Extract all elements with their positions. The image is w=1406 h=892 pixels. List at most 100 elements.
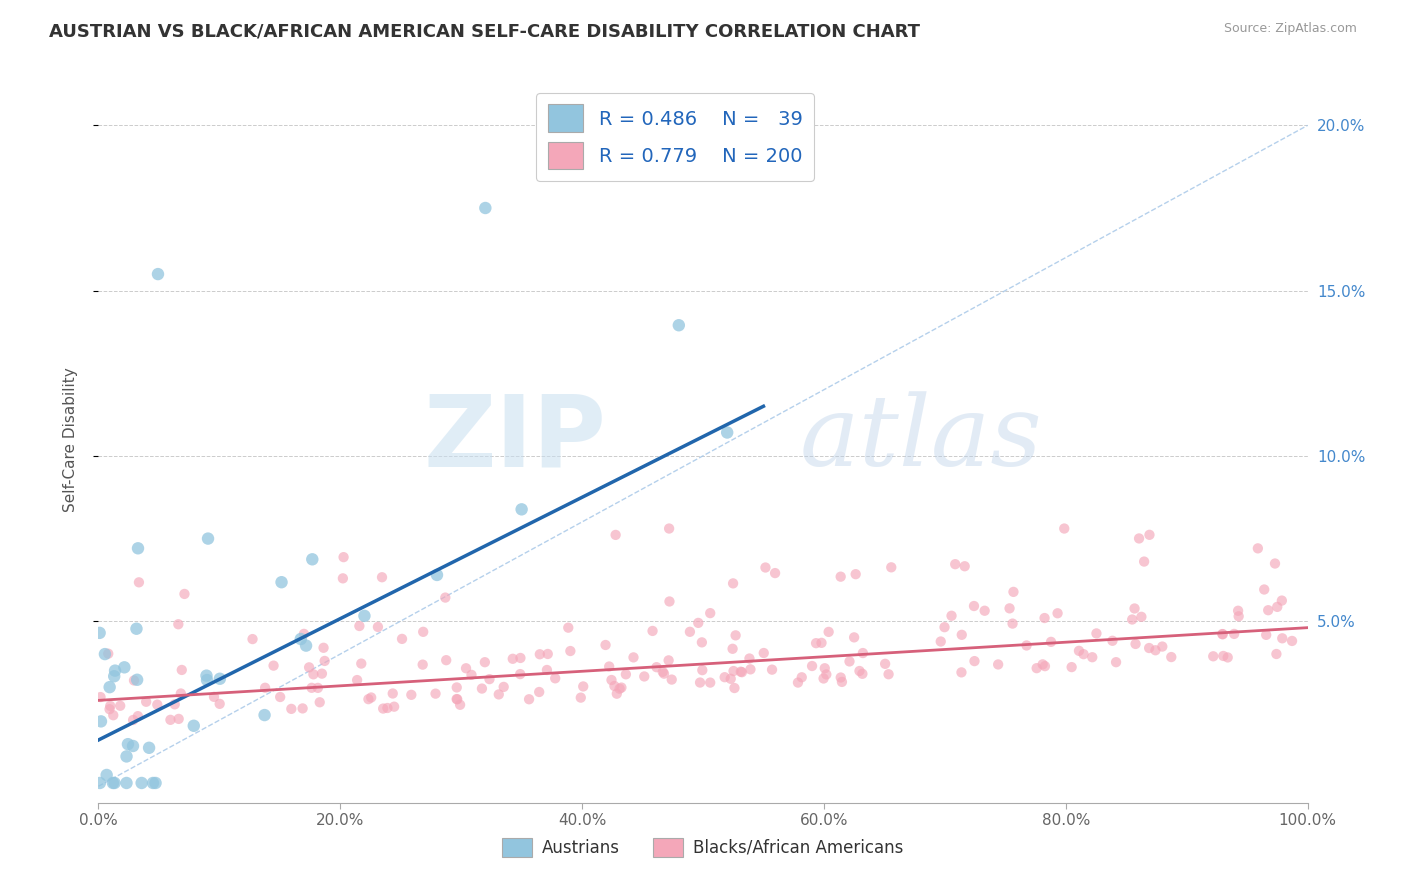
- Point: [973, 604, 995, 618]
- Point: [544, 671, 567, 685]
- Point: [98, 680, 121, 694]
- Point: [103, 776, 125, 790]
- Point: [929, 634, 952, 648]
- Point: [1053, 522, 1076, 536]
- Point: [1101, 633, 1123, 648]
- Point: [127, 673, 149, 687]
- Point: [131, 776, 153, 790]
- Point: [142, 776, 165, 790]
- Point: [90, 714, 112, 729]
- Point: [1121, 613, 1143, 627]
- Point: [1128, 532, 1150, 546]
- Point: [367, 620, 389, 634]
- Point: [1202, 649, 1225, 664]
- Point: [295, 639, 318, 653]
- Point: [350, 657, 373, 671]
- Point: [474, 655, 496, 669]
- Point: [1264, 557, 1286, 571]
- Point: [1216, 650, 1239, 665]
- Point: [848, 664, 870, 678]
- Point: [254, 681, 277, 695]
- Point: [1160, 650, 1182, 665]
- Point: [202, 690, 225, 704]
- Point: [1001, 616, 1024, 631]
- Y-axis label: Self-Care Disability: Self-Care Disability: [63, 367, 77, 512]
- Point: [633, 669, 655, 683]
- Point: [645, 660, 668, 674]
- Point: [298, 660, 321, 674]
- Point: [242, 632, 264, 646]
- Point: [754, 560, 776, 574]
- Point: [292, 627, 315, 641]
- Point: [488, 687, 510, 701]
- Point: [517, 692, 540, 706]
- Point: [1040, 635, 1063, 649]
- Point: [987, 657, 1010, 672]
- Point: [167, 617, 190, 632]
- Point: [89, 626, 111, 640]
- Point: [471, 681, 494, 696]
- Point: [692, 663, 714, 677]
- Legend: Austrians, Blacks/African Americans: Austrians, Blacks/African Americans: [495, 831, 911, 863]
- Point: [97, 647, 120, 661]
- Point: [598, 659, 620, 673]
- Point: [510, 502, 533, 516]
- Point: [425, 687, 447, 701]
- Point: [716, 425, 738, 440]
- Point: [1227, 604, 1250, 618]
- Point: [852, 646, 875, 660]
- Point: [412, 657, 434, 672]
- Point: [112, 660, 135, 674]
- Point: [830, 569, 852, 583]
- Point: [509, 651, 531, 665]
- Point: [332, 550, 354, 565]
- Point: [731, 665, 754, 680]
- Point: [790, 670, 813, 684]
- Point: [509, 667, 531, 681]
- Point: [195, 668, 218, 682]
- Point: [146, 267, 169, 281]
- Point: [381, 686, 404, 700]
- Point: [724, 628, 747, 642]
- Point: [382, 699, 405, 714]
- Point: [953, 559, 976, 574]
- Point: [609, 681, 631, 696]
- Point: [813, 672, 835, 686]
- Point: [122, 673, 145, 688]
- Point: [1265, 647, 1288, 661]
- Point: [537, 647, 560, 661]
- Point: [1281, 634, 1303, 648]
- Point: [360, 690, 382, 705]
- Point: [1033, 611, 1056, 625]
- Point: [115, 776, 138, 790]
- Point: [950, 665, 973, 680]
- Point: [263, 658, 285, 673]
- Point: [690, 635, 713, 649]
- Point: [454, 661, 477, 675]
- Point: [723, 681, 745, 695]
- Point: [600, 673, 623, 687]
- Point: [527, 685, 550, 699]
- Point: [253, 708, 276, 723]
- Point: [721, 641, 744, 656]
- Point: [311, 666, 333, 681]
- Point: [159, 713, 181, 727]
- Text: atlas: atlas: [800, 392, 1042, 487]
- Point: [1144, 643, 1167, 657]
- Point: [1015, 639, 1038, 653]
- Point: [606, 687, 628, 701]
- Point: [163, 698, 186, 712]
- Point: [1060, 660, 1083, 674]
- Point: [353, 608, 375, 623]
- Point: [845, 567, 868, 582]
- Point: [128, 575, 150, 590]
- Point: [1133, 555, 1156, 569]
- Point: [723, 664, 745, 678]
- Point: [1212, 648, 1234, 663]
- Point: [661, 673, 683, 687]
- Point: [699, 606, 721, 620]
- Point: [1033, 659, 1056, 673]
- Point: [943, 557, 966, 571]
- Text: AUSTRIAN VS BLACK/AFRICAN AMERICAN SELF-CARE DISABILITY CORRELATION CHART: AUSTRIAN VS BLACK/AFRICAN AMERICAN SELF-…: [49, 22, 920, 40]
- Point: [170, 663, 193, 677]
